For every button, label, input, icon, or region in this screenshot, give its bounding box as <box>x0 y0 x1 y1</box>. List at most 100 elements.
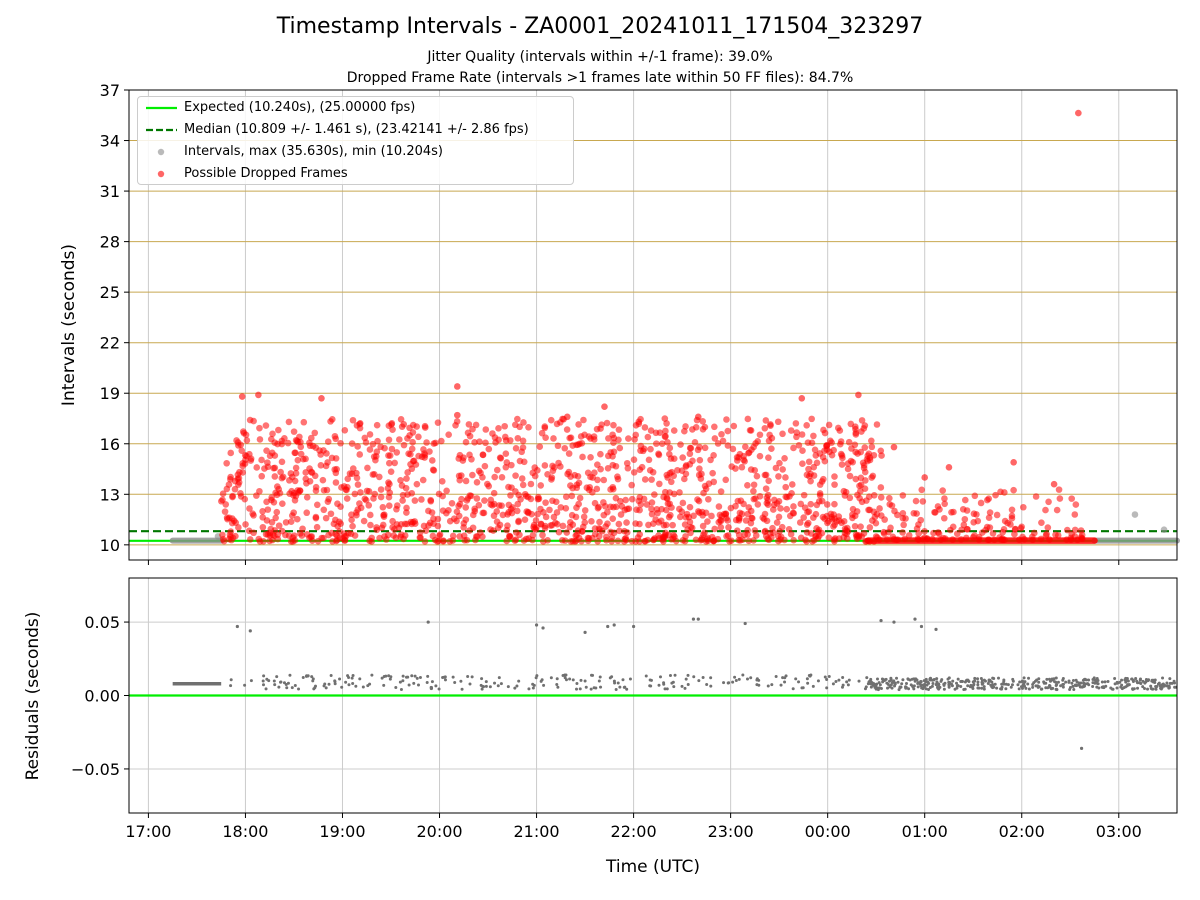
residual-point <box>867 679 871 683</box>
dropped-frame-point <box>409 429 417 436</box>
residual-point <box>387 674 391 678</box>
dropped-frame-point <box>306 534 313 542</box>
dropped-frame-point <box>297 450 305 458</box>
dropped-frame-point <box>615 436 622 444</box>
residual-point <box>973 676 977 680</box>
dropped-frame-point <box>332 530 339 538</box>
residual-point <box>950 684 954 688</box>
legend-intervals-marker-swatch <box>157 148 165 156</box>
dropped-frame-point <box>799 460 806 467</box>
dropped-frame-point <box>792 420 800 427</box>
dropped-frame-point <box>857 523 864 530</box>
residual-point <box>806 681 810 685</box>
dropped-frame-point <box>430 440 438 447</box>
dropped-frame-point <box>487 526 494 533</box>
dropped-frame-point <box>534 510 541 518</box>
dropped-frame-point <box>420 522 428 530</box>
residual-point <box>696 617 700 621</box>
residual-point <box>534 623 539 627</box>
dropped-frame-point <box>391 525 398 533</box>
residual-point <box>382 683 386 687</box>
residual-point <box>973 679 977 683</box>
dropped-frame-point <box>266 531 274 539</box>
dropped-frame-point <box>391 459 398 467</box>
dropped-frame-point <box>600 476 608 484</box>
dropped-frame-point <box>624 464 632 472</box>
residual-point <box>1075 680 1079 684</box>
dropped-frame-point <box>542 499 549 506</box>
dropped-frame-point <box>665 531 672 539</box>
residual-point <box>967 679 971 683</box>
dropped-frame-point <box>461 536 468 544</box>
dropped-frame-point <box>777 505 784 512</box>
dropped-frame-point <box>674 466 681 474</box>
dropped-frame-point <box>364 464 371 472</box>
dropped-frame-point <box>860 530 868 537</box>
dropped-frame-point <box>1038 519 1045 526</box>
dropped-frame-point <box>1056 495 1064 502</box>
residual-point <box>947 680 951 684</box>
dropped-frame-point <box>604 508 611 516</box>
dropped-frame-point <box>793 433 800 441</box>
dropped-frame-point <box>448 500 456 507</box>
dropped-frame-point <box>223 459 230 467</box>
dropped-frame-point <box>480 509 488 517</box>
residual-point <box>1045 677 1049 681</box>
dropped-frame-point <box>656 480 663 488</box>
dropped-frame-point <box>710 478 718 486</box>
residual-point <box>709 676 713 680</box>
dropped-frame-point <box>290 428 298 435</box>
dropped-frame-point <box>578 537 585 545</box>
dropped-frame-point <box>735 531 743 539</box>
residual-point <box>1127 683 1131 687</box>
residual-point <box>953 687 957 691</box>
dropped-frame-point <box>747 427 755 434</box>
residual-point <box>827 674 831 678</box>
dropped-frame-point <box>917 516 925 524</box>
dropped-frame-point <box>861 468 869 476</box>
dropped-frame-point <box>776 527 783 535</box>
residual-point <box>272 679 276 683</box>
dropped-frame-point <box>697 536 705 544</box>
dropped-frame-point <box>409 421 417 429</box>
residual-point <box>1104 684 1108 688</box>
dropped-frame-point <box>490 512 498 520</box>
dropped-frame-point <box>699 418 707 425</box>
residual-point <box>535 674 539 678</box>
residual-point <box>579 678 583 682</box>
dropped-frame-point <box>1001 489 1008 496</box>
residual-point <box>923 684 927 688</box>
dropped-frame-point <box>340 483 348 490</box>
residual-point <box>665 687 669 691</box>
dropped-frame-point <box>319 476 327 484</box>
residual-point <box>866 682 870 686</box>
residual-point <box>583 630 587 634</box>
dropped-frame-point <box>701 482 709 490</box>
dropped-frame-point <box>905 532 913 539</box>
dropped-frame-point <box>609 461 617 469</box>
dropped-frame-point <box>291 477 299 485</box>
residual-point <box>404 675 408 679</box>
dropped-frame-point <box>1010 458 1017 466</box>
dropped-frame-point <box>797 500 805 508</box>
dropped-frame-point <box>279 500 286 507</box>
dropped-frame-point <box>1045 498 1052 506</box>
residual-point <box>437 687 441 691</box>
dropped-frame-point <box>327 418 334 425</box>
dropped-frame-point <box>877 484 885 491</box>
dropped-frame-point <box>616 444 624 452</box>
dropped-frame-point <box>899 492 907 499</box>
dropped-frame-point <box>484 480 491 488</box>
dropped-frame-point <box>287 518 295 525</box>
dropped-frame-point <box>782 483 790 491</box>
dropped-frame-point <box>852 431 860 438</box>
dropped-frame-point <box>296 487 304 494</box>
residual-point <box>907 687 911 691</box>
dropped-frame-point <box>762 485 770 492</box>
x-tick-label: 17:00 <box>125 822 171 841</box>
dropped-frame-point <box>659 534 667 542</box>
dropped-frame-point <box>589 489 596 496</box>
dropped-frame-point <box>961 515 969 523</box>
intervals-y-tick-label: 28 <box>100 233 120 252</box>
residual-point <box>1100 685 1104 689</box>
